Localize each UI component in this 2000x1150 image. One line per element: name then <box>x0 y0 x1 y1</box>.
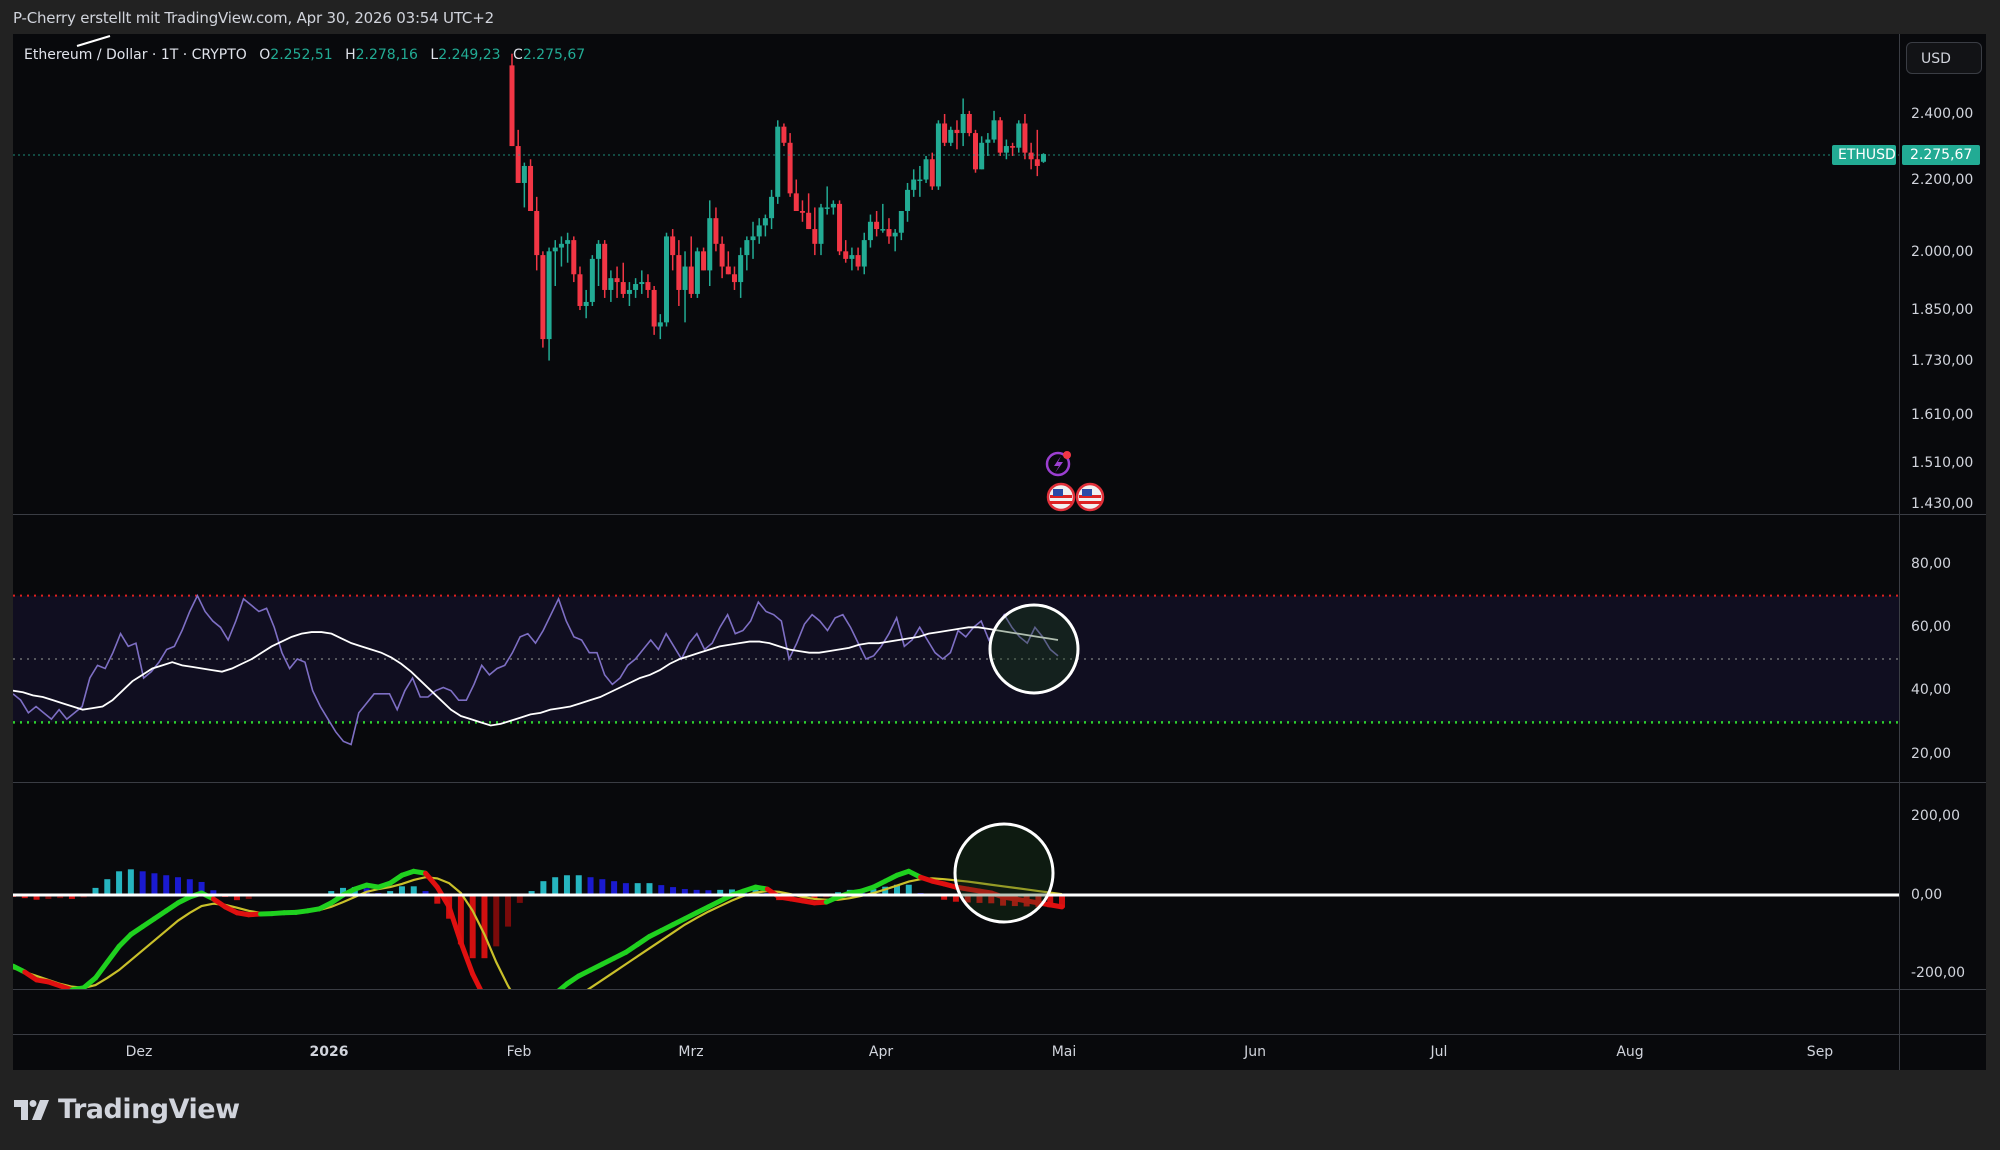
symbol-title: Ethereum / Dollar · 1T · CRYPTO <box>24 47 247 63</box>
axis-label: 1.850,00 <box>1911 302 1974 318</box>
time-axis-label: Sep <box>1806 1044 1834 1060</box>
axis-label: 1.430,00 <box>1911 496 1974 512</box>
high-label: H <box>345 47 356 63</box>
tradingview-logo[interactable]: TradingView <box>14 1094 240 1125</box>
axis-label: 200,00 <box>1911 808 1960 824</box>
axis-label: 0,00 <box>1911 887 1943 903</box>
axis-label: 1.730,00 <box>1911 353 1974 369</box>
axis-label: 2.000,00 <box>1911 244 1974 260</box>
axis-label: -200,00 <box>1911 965 1966 981</box>
tradingview-logo-icon <box>14 1099 49 1120</box>
pane-separator-price-rsi[interactable] <box>13 514 1986 515</box>
time-axis-label: Dez <box>125 1044 153 1060</box>
rsi-band-background <box>13 595 1899 723</box>
open-value: 2.252,51 <box>270 47 333 63</box>
high-value: 2.278,16 <box>355 47 418 63</box>
time-axis-label: Jun <box>1244 1044 1266 1060</box>
header-bar: P-Cherry erstellt mit TradingView.com, A… <box>0 0 2000 34</box>
axis-label: 60,00 <box>1911 619 1952 635</box>
candlestick-series <box>509 53 1046 361</box>
macd-highlight-circle <box>953 822 1055 924</box>
axis-label: 2.400,00 <box>1911 106 1974 122</box>
close-value: 2.275,67 <box>522 47 586 63</box>
low-label: L <box>430 47 439 63</box>
axis-label: 1.610,00 <box>1911 407 1974 423</box>
macd-series <box>13 868 1065 989</box>
rsi-series <box>13 593 1059 746</box>
time-axis-label: Feb <box>506 1044 532 1060</box>
pane-separator-rsi-macd[interactable] <box>13 782 1986 783</box>
open-label: O <box>259 47 271 63</box>
axis-label: 20,00 <box>1911 746 1952 762</box>
time-axis-label: Apr <box>868 1044 894 1060</box>
symbol-legend[interactable]: Ethereum / Dollar · 1T · CRYPTO O2.252,5… <box>24 47 585 63</box>
low-value: 2.249,23 <box>438 47 501 63</box>
brand-name: TradingView <box>58 1094 240 1125</box>
time-axis-top-border <box>13 1034 1986 1035</box>
last-price-label: 2.275,67 <box>1902 145 1980 165</box>
time-axis-label: Jul <box>1430 1044 1448 1060</box>
axis-label: 40,00 <box>1911 682 1952 698</box>
time-axis-label: Aug <box>1616 1044 1644 1060</box>
close-label: C <box>513 47 523 63</box>
symbol-price-tag: ETHUSD <box>1832 145 1896 165</box>
time-axis-label: Mai <box>1051 1044 1077 1060</box>
currency-button[interactable]: USD <box>1906 42 1982 74</box>
pane-separator-macd-bottom[interactable] <box>13 989 1986 990</box>
axis-label: 80,00 <box>1911 556 1952 572</box>
time-axis-label: Mrz <box>678 1044 704 1060</box>
time-axis-label: 2026 <box>309 1044 349 1060</box>
snapshot-credit: P-Cherry erstellt mit TradingView.com, A… <box>13 9 494 27</box>
price-axis-border <box>1899 34 1900 1070</box>
axis-label: 2.200,00 <box>1911 172 1974 188</box>
axis-label: 1.510,00 <box>1911 455 1974 471</box>
rsi-highlight-circle <box>988 603 1080 695</box>
